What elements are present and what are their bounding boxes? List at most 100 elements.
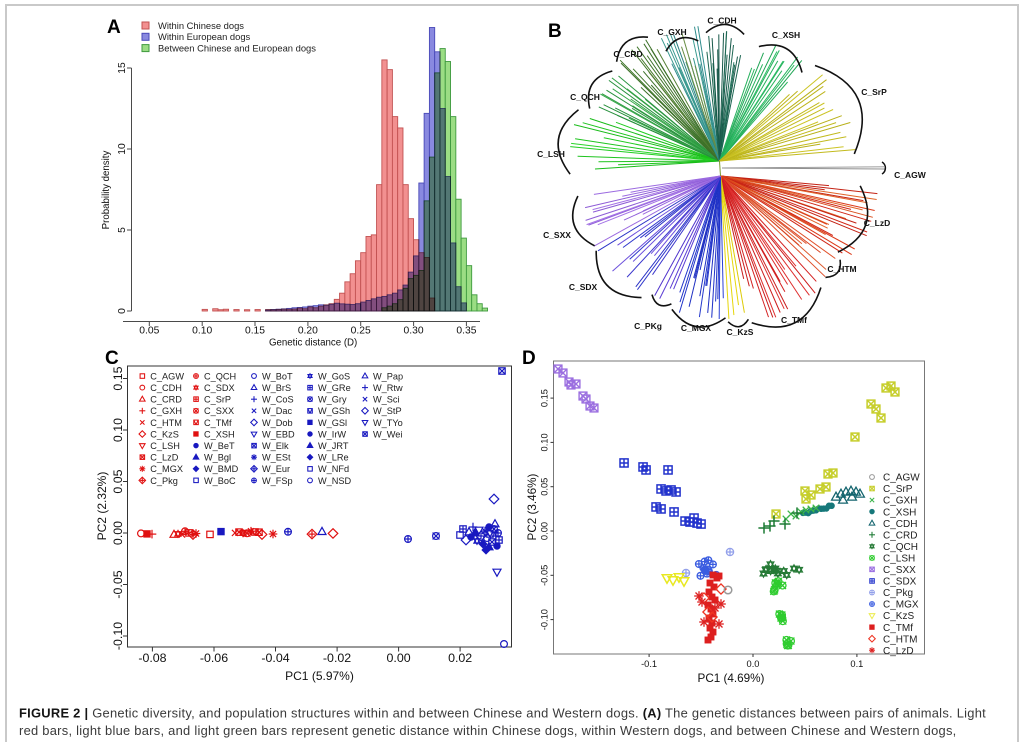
svg-text:C_KzS: C_KzS [727,327,754,337]
svg-text:C_MGX: C_MGX [883,600,919,611]
svg-text:C_GXH: C_GXH [150,406,182,416]
svg-text:C: C [105,348,119,369]
svg-text:respectively. (B) The neighbor: respectively. (B) The neighbor-joining t… [19,741,443,742]
svg-text:-0.02: -0.02 [323,651,351,665]
svg-text:0.15: 0.15 [111,366,125,390]
svg-text:W_StP: W_StP [373,406,402,416]
svg-text:W_TYo: W_TYo [373,418,403,428]
svg-text:0.00: 0.00 [387,651,411,665]
svg-text:W_NSD: W_NSD [318,476,352,486]
svg-text:0.05: 0.05 [111,469,125,493]
svg-text:C_MGX: C_MGX [150,464,183,474]
svg-text:C_SXX: C_SXX [883,565,916,576]
svg-text:W_Bgl: W_Bgl [204,453,231,463]
svg-text:PC1 (4.69%): PC1 (4.69%) [698,672,765,685]
svg-text:W_Eur: W_Eur [262,464,290,474]
svg-text:C_CDH: C_CDH [883,519,917,530]
svg-text:0.20: 0.20 [298,326,318,337]
svg-text:C_TMf: C_TMf [781,315,807,325]
svg-text:C_AGW: C_AGW [894,170,927,180]
svg-text:C_CDH: C_CDH [707,16,736,26]
svg-text:-0.10: -0.10 [540,609,550,630]
svg-text:W_BeT: W_BeT [204,441,235,451]
svg-text:0.0: 0.0 [747,659,760,669]
svg-text:C_XSH: C_XSH [204,429,235,439]
svg-text:A: A [107,17,121,38]
svg-text:C_CDH: C_CDH [150,383,182,393]
svg-text:C_SrP: C_SrP [883,484,913,495]
svg-text:C_QCH: C_QCH [204,371,236,381]
svg-text:C_LzD: C_LzD [150,453,178,463]
svg-text:C_SXX: C_SXX [204,406,234,416]
svg-text:Within Chinese dogs: Within Chinese dogs [158,20,244,31]
svg-text:C_CRD: C_CRD [150,395,182,405]
svg-text:W_Gry: W_Gry [318,395,347,405]
svg-text:C_PKg: C_PKg [634,321,662,331]
svg-text:PC1 (5.97%): PC1 (5.97%) [285,669,354,683]
svg-text:W_JRT: W_JRT [318,441,349,451]
svg-text:C_SXX: C_SXX [543,230,571,240]
svg-text:-0.05: -0.05 [111,570,125,598]
svg-text:C_Pkg: C_Pkg [150,476,178,486]
svg-text:Genetic distance (D): Genetic distance (D) [269,338,357,349]
svg-text:5: 5 [117,227,128,233]
svg-text:W_Wei: W_Wei [373,429,402,439]
svg-text:C_TMf: C_TMf [204,418,232,428]
svg-text:Within European dogs: Within European dogs [158,31,251,42]
svg-text:PC2 (2.32%): PC2 (2.32%) [95,472,109,541]
svg-text:10: 10 [117,143,128,155]
svg-text:W_GSh: W_GSh [318,406,350,416]
svg-text:C_LzD: C_LzD [864,218,890,228]
svg-text:W_BrS: W_BrS [262,383,291,393]
svg-text:C_QCH: C_QCH [570,92,600,102]
svg-text:W_NFd: W_NFd [318,464,349,474]
svg-text:0.15: 0.15 [540,389,550,407]
svg-text:W_Dac: W_Dac [262,406,293,416]
svg-text:0.15: 0.15 [245,326,265,337]
svg-text:PC2 (3.46%): PC2 (3.46%) [526,473,539,540]
svg-text:C_SDX: C_SDX [569,282,598,292]
svg-text:W_FSp: W_FSp [262,476,293,486]
svg-text:W_BoT: W_BoT [262,371,293,381]
svg-text:C_SDX: C_SDX [204,383,235,393]
svg-text:0.1: 0.1 [850,659,863,669]
svg-text:15: 15 [117,62,128,74]
svg-text:W_LRe: W_LRe [318,453,349,463]
svg-text:W_GSl: W_GSl [318,418,347,428]
svg-text:-0.1: -0.1 [641,659,657,669]
svg-text:C_LSH: C_LSH [150,441,180,451]
svg-text:W_Pap: W_Pap [373,371,403,381]
svg-text:D: D [522,348,536,369]
svg-text:C_AGW: C_AGW [150,371,184,381]
svg-text:W_BoC: W_BoC [204,476,236,486]
svg-text:Between Chinese and European d: Between Chinese and European dogs [158,42,316,53]
svg-text:W_Elk: W_Elk [262,441,289,451]
svg-text:0.05: 0.05 [540,478,550,496]
svg-text:-0.10: -0.10 [111,622,125,650]
svg-text:0.10: 0.10 [192,326,212,337]
svg-text:W_Sci: W_Sci [373,395,400,405]
svg-text:W_Dob: W_Dob [262,418,293,428]
svg-text:0.00: 0.00 [540,522,550,540]
svg-text:0: 0 [117,308,128,314]
svg-text:-0.06: -0.06 [200,651,228,665]
svg-text:red bars, light blue bars, and: red bars, light blue bars, and light gre… [19,723,957,738]
svg-text:W_CoS: W_CoS [262,395,294,405]
svg-text:C_SDX: C_SDX [883,577,917,588]
svg-text:Probability density: Probability density [101,151,112,230]
svg-text:C_LSH: C_LSH [883,553,915,564]
svg-text:W_GoS: W_GoS [318,371,350,381]
svg-text:0.05: 0.05 [139,326,159,337]
svg-text:W_BMD: W_BMD [204,464,239,474]
svg-text:0.00: 0.00 [111,521,125,545]
svg-text:C_GXH: C_GXH [657,27,686,37]
svg-text:C_LzD: C_LzD [883,646,914,657]
svg-text:C_HTM: C_HTM [827,264,856,274]
svg-text:C_XSH: C_XSH [883,507,916,518]
svg-text:C_KzS: C_KzS [150,429,179,439]
svg-text:C_CRD: C_CRD [613,49,642,59]
svg-text:W_IrW: W_IrW [318,429,346,439]
svg-text:-0.04: -0.04 [261,651,289,665]
svg-text:B: B [548,21,562,42]
svg-text:C_HTM: C_HTM [150,418,182,428]
